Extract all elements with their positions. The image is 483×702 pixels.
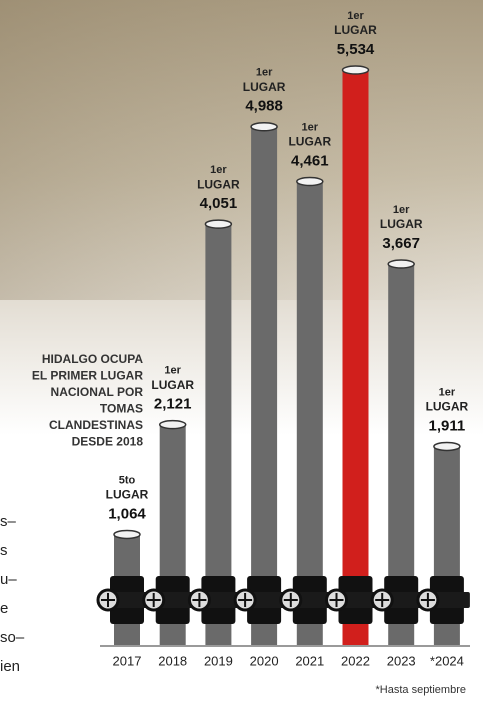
annotation: EL PRIMER LUGAR (32, 369, 143, 383)
pipe-cap (113, 529, 141, 540)
rank-label: 1er (256, 67, 273, 79)
pipe-cap (296, 176, 324, 187)
value-label: 1,911 (429, 417, 466, 434)
rank-label: 5to (119, 474, 136, 486)
rank-label: LUGAR (106, 488, 149, 502)
x-tick-label: 2018 (158, 653, 187, 668)
rank-label: 1er (439, 386, 456, 398)
annotation: DESDE 2018 (72, 435, 144, 449)
rank-label: LUGAR (426, 400, 469, 414)
pipe-cap (158, 419, 187, 430)
rank-label: LUGAR (151, 378, 194, 392)
x-tick-label: 2021 (295, 653, 324, 668)
rank-label: 1er (164, 365, 181, 377)
rank-label: LUGAR (197, 177, 240, 191)
x-tick-label: 2023 (387, 653, 416, 668)
x-tick-label: *2024 (430, 653, 464, 668)
rank-label: 1er (210, 164, 227, 176)
footnote: *Hasta septiembre (376, 684, 467, 696)
pipe-cap (387, 259, 415, 269)
pipe (205, 224, 232, 645)
value-label: 1,064 (108, 505, 146, 522)
value-label: 4,051 (200, 195, 238, 212)
rank-label: 1er (347, 10, 364, 22)
pipe-cap (433, 441, 461, 452)
annotation: TOMAS (100, 402, 143, 416)
side-text: s (0, 542, 8, 559)
x-tick-label: 2019 (204, 653, 233, 668)
rank-label: LUGAR (380, 217, 423, 231)
pipe (296, 181, 323, 645)
side-text: e (0, 600, 8, 617)
side-text: s– (0, 513, 17, 530)
rank-label: LUGAR (288, 135, 331, 149)
pipe-cap (341, 65, 370, 75)
rank-label: LUGAR (334, 23, 377, 37)
pipe (342, 70, 369, 645)
pipe (251, 126, 278, 645)
value-label: 2,121 (154, 396, 192, 413)
side-text: so– (0, 629, 25, 646)
side-text: ien (0, 658, 20, 675)
value-label: 4,461 (291, 152, 329, 169)
x-tick-label: 2017 (113, 653, 142, 668)
annotation: CLANDESTINAS (49, 418, 143, 432)
rank-label: 1er (302, 121, 319, 133)
annotation: NACIONAL POR (51, 385, 144, 399)
rank-label: LUGAR (243, 80, 286, 94)
value-label: 3,667 (382, 235, 420, 252)
value-label: 5,534 (337, 41, 375, 58)
side-text: u– (0, 571, 17, 588)
annotation: HIDALGO OCUPA (42, 352, 143, 366)
background-shade (0, 0, 483, 300)
pipe-cap (204, 219, 233, 229)
pipe-cap (250, 121, 278, 132)
x-tick-label: 2022 (341, 653, 370, 668)
x-tick-label: 2020 (250, 653, 279, 668)
rank-label: 1er (393, 204, 410, 216)
value-label: 4,988 (245, 98, 283, 115)
